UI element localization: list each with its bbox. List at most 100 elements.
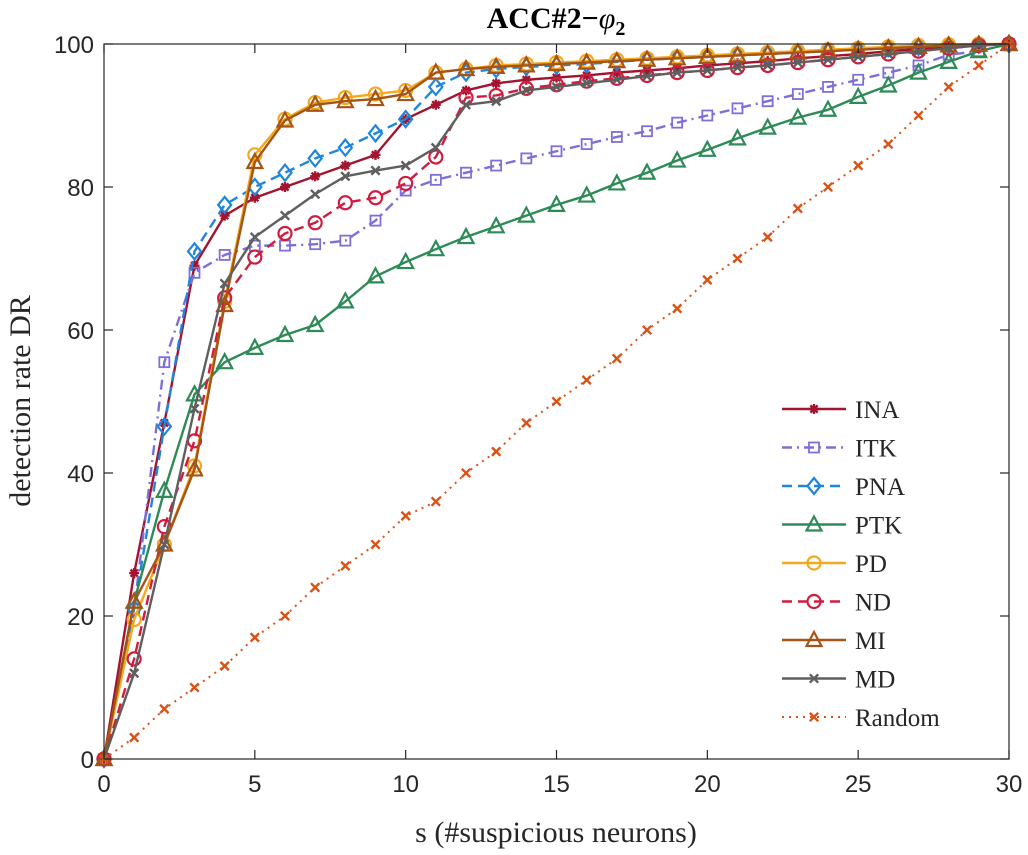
data-point-mi [94,748,114,767]
chart-title-symbol: φ [599,2,616,35]
data-point-md [551,81,562,92]
data-point-random [129,732,140,743]
data-point-itk [731,102,744,115]
x-tick-label: 20 [694,771,721,798]
data-point-md [702,65,713,76]
data-point-md [913,46,924,57]
data-point-ptk [758,117,778,135]
y-tick-label: 0 [81,747,94,774]
data-point-md [822,54,834,65]
data-point-pna [397,109,414,129]
data-point-ptk [275,324,295,343]
data-point-ina [280,182,290,192]
data-point-ptk [486,215,506,234]
legend-item-ptk: PTK [782,513,902,540]
data-point-md [672,67,683,78]
data-point-random [762,232,773,243]
data-point-ptk [728,128,747,146]
legend-item-ina: INA [782,397,899,424]
data-point-pna [156,416,173,437]
x-tick-label: 0 [97,771,110,798]
x-tick-label: 15 [543,771,570,798]
data-point-random [430,496,441,507]
data-point-random [581,375,592,386]
data-point-itk [520,152,533,165]
data-point-nd [337,195,353,211]
data-point-random [732,253,743,264]
data-point-itk [701,109,714,122]
data-point-itk [791,88,804,100]
legend-item-pna: PNA [782,474,905,501]
y-tick-label: 100 [54,32,94,59]
series-line-ptk [102,42,1010,760]
data-point-random [159,703,170,714]
legend-item-random: Random [782,705,940,732]
y-tick-label: 20 [67,604,94,631]
data-point-itk [822,81,834,93]
data-point-mi [516,55,536,73]
data-point-nd [548,77,565,93]
data-point-random [853,160,864,171]
data-point-ptk [878,75,898,93]
data-point-random [491,446,502,457]
data-point-ina [129,568,140,579]
data-point-random [551,396,562,407]
data-point-ptk [335,291,355,309]
y-tick-label: 40 [67,461,94,488]
data-point-md [460,99,472,110]
data-point-itk [399,184,412,197]
legend-marker [806,593,822,610]
data-point-mi [637,49,657,67]
data-point-md [129,668,140,679]
data-point-ina [913,44,924,55]
data-point-md [883,48,894,60]
data-point-random [641,324,653,336]
data-point-mi [426,62,446,80]
chart-title: ACC#2−φ2 [487,2,626,40]
data-point-md [853,51,864,62]
legend-label: INA [855,397,899,424]
data-point-ptk [697,139,717,157]
data-point-md [310,189,321,200]
data-point-itk [610,131,623,143]
data-point-ptk [516,205,536,223]
data-point-pna [186,241,203,262]
data-point-nd [398,175,414,192]
data-point-mi [185,459,204,477]
legend-label: PD [855,551,887,578]
x-axis-title: s (#suspicious neurons) [415,816,697,849]
chart-title-main: ACC#2− [487,2,599,35]
legend-marker [806,555,822,571]
data-point-ptk [305,314,325,333]
data-point-itk [369,214,382,227]
data-point-md [279,210,291,221]
data-point-pna [216,195,233,215]
legend-label: PTK [855,513,902,540]
legend-label: PNA [855,474,905,501]
data-point-itk [912,59,925,72]
data-point-random [792,203,803,214]
axes: 0 5 10 15 20 25 30 0 20 40 60 80 100 [54,32,1022,798]
data-point-ptk [426,238,446,257]
data-point-ina [249,192,260,203]
data-point-ptk [607,173,627,191]
legend-marker [808,711,820,723]
x-tick-label: 10 [392,771,419,798]
data-point-ptk [396,251,416,270]
data-point-ptk [215,351,235,370]
data-point-ptk [818,99,838,117]
legend-item-pd: PD [782,551,887,578]
data-point-nd [277,225,293,242]
x-tick-label: 25 [845,771,872,798]
data-point-itk [852,73,865,86]
data-point-mi [547,53,566,72]
data-point-mi [275,110,295,128]
data-point-pna [367,123,384,144]
y-axis-title: detection rate DR [4,295,37,507]
data-point-ptk [547,194,566,212]
data-point-nd [126,651,142,667]
data-point-ina [883,46,894,57]
data-point-random [460,467,472,479]
data-point-mi [486,56,506,74]
